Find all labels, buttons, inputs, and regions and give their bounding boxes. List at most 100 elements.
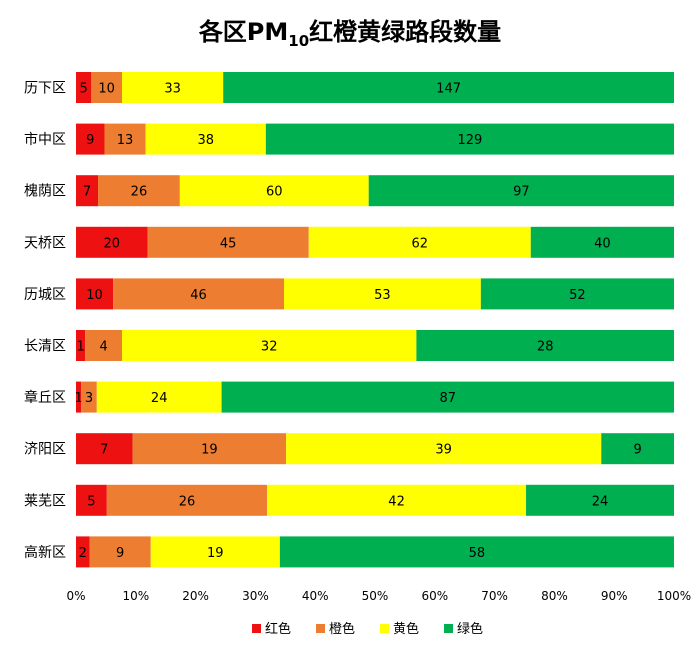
data-label: 53 [374,288,391,303]
x-tick-label: 50% [362,589,389,603]
x-tick-label: 60% [421,589,448,603]
bar-segment [106,484,268,516]
data-label: 52 [569,288,586,303]
x-tick-label: 0% [66,589,85,603]
legend-swatch [316,624,325,633]
data-label: 9 [633,443,641,458]
data-label: 97 [513,185,530,200]
bar-segment [480,278,674,310]
data-label: 10 [86,288,103,303]
bar-segment [76,433,133,465]
legend: 红色 橙色 黄色 绿色 [252,621,483,637]
bar-segment [416,330,674,361]
x-tick-label: 10% [122,589,149,603]
data-label: 13 [117,133,134,148]
x-tick-label: 90% [601,589,628,603]
bar-segment [284,278,481,310]
bar-segment [76,330,86,361]
legend-label: 绿色 [457,621,483,637]
category-label: 历下区 [24,81,66,97]
data-label: 1 [76,340,84,355]
bar-segment [279,536,674,568]
data-label: 26 [179,494,196,509]
legend-swatch [444,624,453,633]
data-label: 9 [86,133,94,148]
data-label: 45 [220,236,237,251]
data-label: 38 [197,133,214,148]
data-label: 32 [261,340,278,355]
data-label: 62 [411,236,428,251]
data-label: 5 [87,494,95,509]
bar-segment [76,484,107,516]
legend-swatch [252,624,261,633]
data-label: 5 [80,82,88,97]
chart-title-rest: 红橙黄绿路段数量 [309,18,501,46]
bar-segment [89,536,151,568]
bar-segment [113,278,284,310]
category-label: 天桥区 [24,235,66,251]
bar-segment [150,536,280,568]
chart-title: 各区PM10红橙黄绿路段数量 [198,18,501,50]
bar-segment [145,123,266,155]
category-label: 历城区 [24,287,66,303]
legend-swatch [380,624,389,633]
data-label: 20 [104,236,121,251]
category-label: 槐荫区 [24,184,66,200]
data-label: 58 [469,546,486,561]
data-label: 24 [592,494,609,509]
category-label: 章丘区 [24,389,66,406]
chart-title-main: 各区PM [198,18,288,46]
bar-segment [76,381,82,413]
x-tick-label: 40% [302,589,329,603]
x-tick-label: 100% [657,589,691,603]
x-axis: 0% 10% 20% 30% 40% 50% 60% 70% 80% 90% 100% [66,589,691,603]
data-label: 1 [74,391,82,406]
bar-segment [76,536,90,568]
bar-segment [601,433,674,465]
data-label: 129 [458,133,483,148]
bar-segment [368,175,674,207]
bar-segment [223,72,674,103]
data-label: 42 [388,494,405,509]
data-label: 39 [435,443,452,458]
legend-label: 橙色 [329,621,355,637]
data-label: 26 [131,185,148,200]
bar-segment [122,330,417,361]
bar-segment [530,226,674,258]
data-label: 147 [436,82,461,97]
data-label: 9 [116,546,124,561]
x-tick-label: 70% [481,589,508,603]
bar-segment [96,381,222,413]
data-label: 7 [83,185,91,200]
bar-segment [147,226,309,258]
data-label: 28 [537,340,554,355]
category-label: 市中区 [24,131,66,148]
bar-segment [122,72,224,103]
data-label: 19 [207,546,224,561]
bar-segment [286,433,602,465]
bar-segment [265,123,674,155]
bar-segment [98,175,180,207]
data-label: 2 [79,546,87,561]
bar-segment [76,226,148,258]
category-label: 长清区 [24,339,66,355]
legend-label: 黄色 [393,621,419,637]
data-label: 7 [100,443,108,458]
data-label: 3 [85,391,93,406]
data-label: 19 [201,443,218,458]
data-label: 40 [594,236,611,251]
data-label: 33 [164,82,181,97]
category-label: 高新区 [24,544,66,561]
data-label: 24 [151,391,168,406]
data-label: 10 [98,82,115,97]
category-label: 济阳区 [24,442,66,458]
bar-segment [104,123,146,155]
bar-segment [76,175,99,207]
data-label: 87 [440,391,457,406]
bar-segment [526,484,674,516]
bar-segment [267,484,527,516]
